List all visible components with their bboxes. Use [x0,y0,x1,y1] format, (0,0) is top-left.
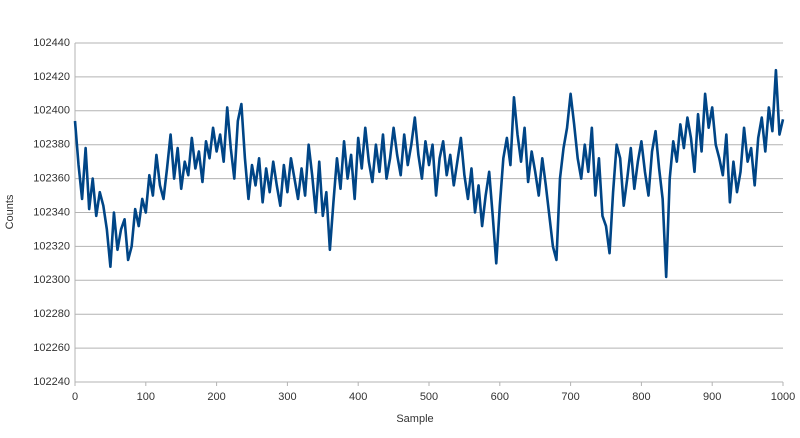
x-axis-label: Sample [396,413,433,425]
y-tick-label: 102300 [33,274,70,286]
y-tick-label: 102340 [33,206,70,218]
y-tick-label: 102280 [33,308,70,320]
y-tick-label: 102440 [33,37,70,49]
y-tick-label: 102260 [33,342,70,354]
x-tick-label: 600 [491,391,509,403]
x-tick-label: 0 [72,391,78,403]
x-tick-label: 700 [561,391,579,403]
x-tick-label: 300 [278,391,296,403]
y-tick-label: 102240 [33,376,70,388]
x-tick-label: 500 [420,391,438,403]
y-tick-label: 102320 [33,240,70,252]
x-tick-label: 900 [703,391,721,403]
x-tick-label: 1000 [771,391,795,403]
x-tick-label: 400 [349,391,367,403]
x-tick-label: 800 [632,391,650,403]
data-line [73,68,785,279]
x-tick-label: 100 [137,391,155,403]
y-tick-label: 102400 [33,105,70,117]
x-tick-label: 200 [207,391,225,403]
y-tick-label: 102420 [33,71,70,83]
y-tick-label: 102380 [33,139,70,151]
y-tick-label: 102360 [33,173,70,185]
y-axis-label: Counts [4,194,16,229]
